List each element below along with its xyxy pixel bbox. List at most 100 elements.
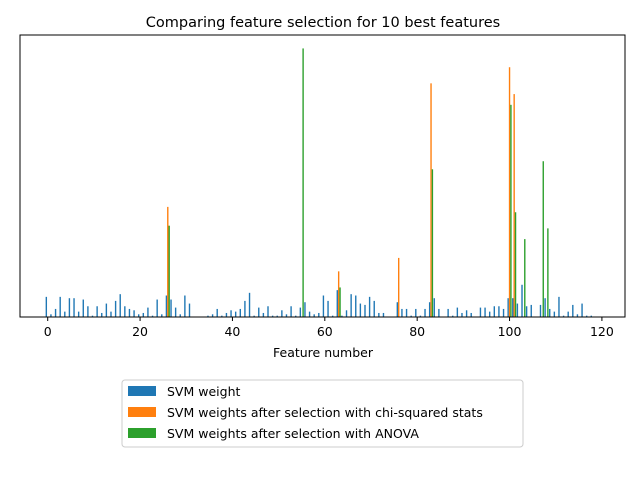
bar-series-1-feature-76: [398, 257, 400, 317]
bar-series-0-feature-45: [253, 315, 255, 317]
bar-series-0-feature-111: [558, 296, 560, 317]
bar-series-0-feature-72: [378, 312, 380, 317]
bar-series-0-feature-35: [207, 315, 209, 317]
bar-series-1-feature-100: [508, 67, 511, 317]
bar-series-0-feature-114: [572, 304, 574, 317]
bar-series-0-feature-104: [525, 306, 528, 317]
bar-series-0-feature-39: [225, 312, 228, 317]
bar-series-0-feature-98: [498, 306, 500, 317]
x-tick-label-60: 60: [317, 324, 333, 339]
bar-series-0-feature-43: [244, 300, 246, 317]
bar-series-1-feature-26: [167, 206, 169, 317]
legend-label-anova: SVM weights after selection with ANOVA: [167, 426, 419, 441]
bar-series-0-feature-89: [456, 307, 459, 317]
bar-series-0-feature-54: [295, 315, 297, 317]
bar-series-0-feature-88: [452, 315, 454, 317]
bar-series-0-feature-60: [322, 295, 325, 317]
bar-series-0-feature-101: [512, 298, 514, 317]
bar-series-0-feature-92: [470, 312, 472, 317]
bar-series-0-feature-17: [124, 306, 126, 317]
bar-series-0-feature-102: [516, 303, 519, 317]
legend-swatch-chi2: [128, 407, 156, 417]
x-tick-label-40: 40: [224, 324, 240, 339]
x-tick-label-100: 100: [498, 324, 522, 339]
bar-series-0-feature-84: [433, 298, 435, 317]
bar-series-0-feature-5: [68, 298, 71, 317]
bar-series-0-feature-6: [73, 298, 75, 317]
bar-series-0-feature-77: [401, 308, 403, 317]
bar-series-0-feature-7: [77, 311, 80, 317]
bar-series-2-feature-83: [431, 169, 434, 317]
bar-series-0-feature-103: [521, 284, 523, 317]
bar-series-0-feature-94: [479, 307, 482, 317]
bar-series-2-feature-63: [339, 287, 341, 317]
bar-series-0-feature-40: [230, 310, 232, 317]
bar-series-0-feature-56: [304, 302, 306, 317]
bar-series-0-feature-99: [502, 308, 505, 317]
bar-series-0-feature-48: [267, 306, 269, 317]
bar-series-0-feature-9: [87, 306, 89, 317]
bar-series-0-feature-18: [128, 308, 131, 317]
bar-series-1-feature-101: [513, 94, 515, 317]
bar-series-0-feature-96: [488, 311, 491, 317]
legend-swatch-svm-weight: [128, 386, 156, 396]
bar-series-0-feature-47: [262, 312, 265, 317]
bar-series-0-feature-21: [142, 312, 145, 317]
bar-series-0-feature-4: [64, 311, 66, 317]
bar-series-0-feature-41: [234, 311, 237, 317]
bar-series-0-feature-27: [170, 299, 172, 317]
bar-series-0-feature-22: [147, 307, 149, 317]
bar-series-0-feature-24: [156, 299, 158, 317]
bar-series-0-feature-107: [539, 304, 542, 317]
bar-series-1-feature-63: [337, 271, 340, 317]
x-tick-label-20: 20: [132, 324, 148, 339]
bar-series-0-feature-58: [313, 314, 315, 317]
bar-series-0-feature-16: [119, 294, 121, 317]
bar-series-0-feature-78: [405, 308, 408, 317]
bar-series-2-feature-100: [510, 104, 512, 317]
bar-series-0-feature-20: [138, 314, 140, 317]
bar-series-0-feature-79: [410, 315, 412, 317]
bar-series-0-feature-46: [258, 307, 260, 317]
legend-frame: [121, 379, 524, 448]
bar-series-0-feature-30: [184, 295, 186, 317]
bar-series-0-feature-42: [239, 308, 241, 317]
bar-series-0-feature-25: [161, 314, 163, 317]
bar-series-0-feature-38: [221, 315, 223, 317]
bar-series-0-feature-29: [179, 314, 181, 317]
bar-series-0-feature-118: [590, 315, 592, 317]
bar-series-1-feature-83: [430, 83, 432, 317]
bar-series-2-feature-107: [542, 161, 544, 317]
bar-series-0-feature-50: [276, 315, 278, 317]
bar-series-2-feature-103: [524, 239, 526, 317]
bar-series-0-feature-83: [428, 302, 431, 317]
bar-series-0-feature-80: [415, 308, 417, 317]
bar-series-0-feature-70: [368, 296, 371, 317]
bar-series-0-feature-113: [567, 311, 569, 317]
bar-series-0-feature-37: [216, 308, 218, 317]
bar-series-0-feature-69: [364, 304, 366, 317]
bar-series-0-feature-1: [50, 314, 52, 317]
x-tick-label-120: 120: [590, 324, 614, 339]
bar-series-0-feature-108: [544, 298, 546, 317]
bar-series-2-feature-26: [168, 225, 170, 317]
legend-label-chi2: SVM weights after selection with chi-squ…: [167, 405, 483, 420]
legend: SVM weight SVM weights after selection w…: [121, 379, 524, 448]
bar-series-0-feature-112: [562, 315, 565, 317]
chart-title: Comparing feature selection for 10 best …: [146, 15, 500, 31]
bar-series-2-feature-101: [514, 212, 517, 317]
bar-series-0-feature-10: [91, 315, 94, 317]
bar-series-0-feature-76: [396, 302, 399, 317]
bar-series-0-feature-13: [105, 303, 108, 317]
bar-series-0-feature-11: [96, 306, 98, 317]
bar-series-0-feature-105: [530, 304, 532, 317]
x-axis-label: Feature number: [273, 345, 374, 360]
bar-series-0-feature-117: [585, 315, 588, 317]
bar-series-0-feature-15: [114, 300, 117, 317]
bar-series-0-feature-53: [290, 306, 292, 317]
bar-series-0-feature-109: [549, 308, 551, 317]
bar-series-0-feature-110: [553, 311, 556, 317]
bar-series-0-feature-2: [54, 308, 57, 317]
bar-series-0-feature-66: [350, 294, 352, 317]
bar-series-0-feature-14: [110, 311, 112, 317]
